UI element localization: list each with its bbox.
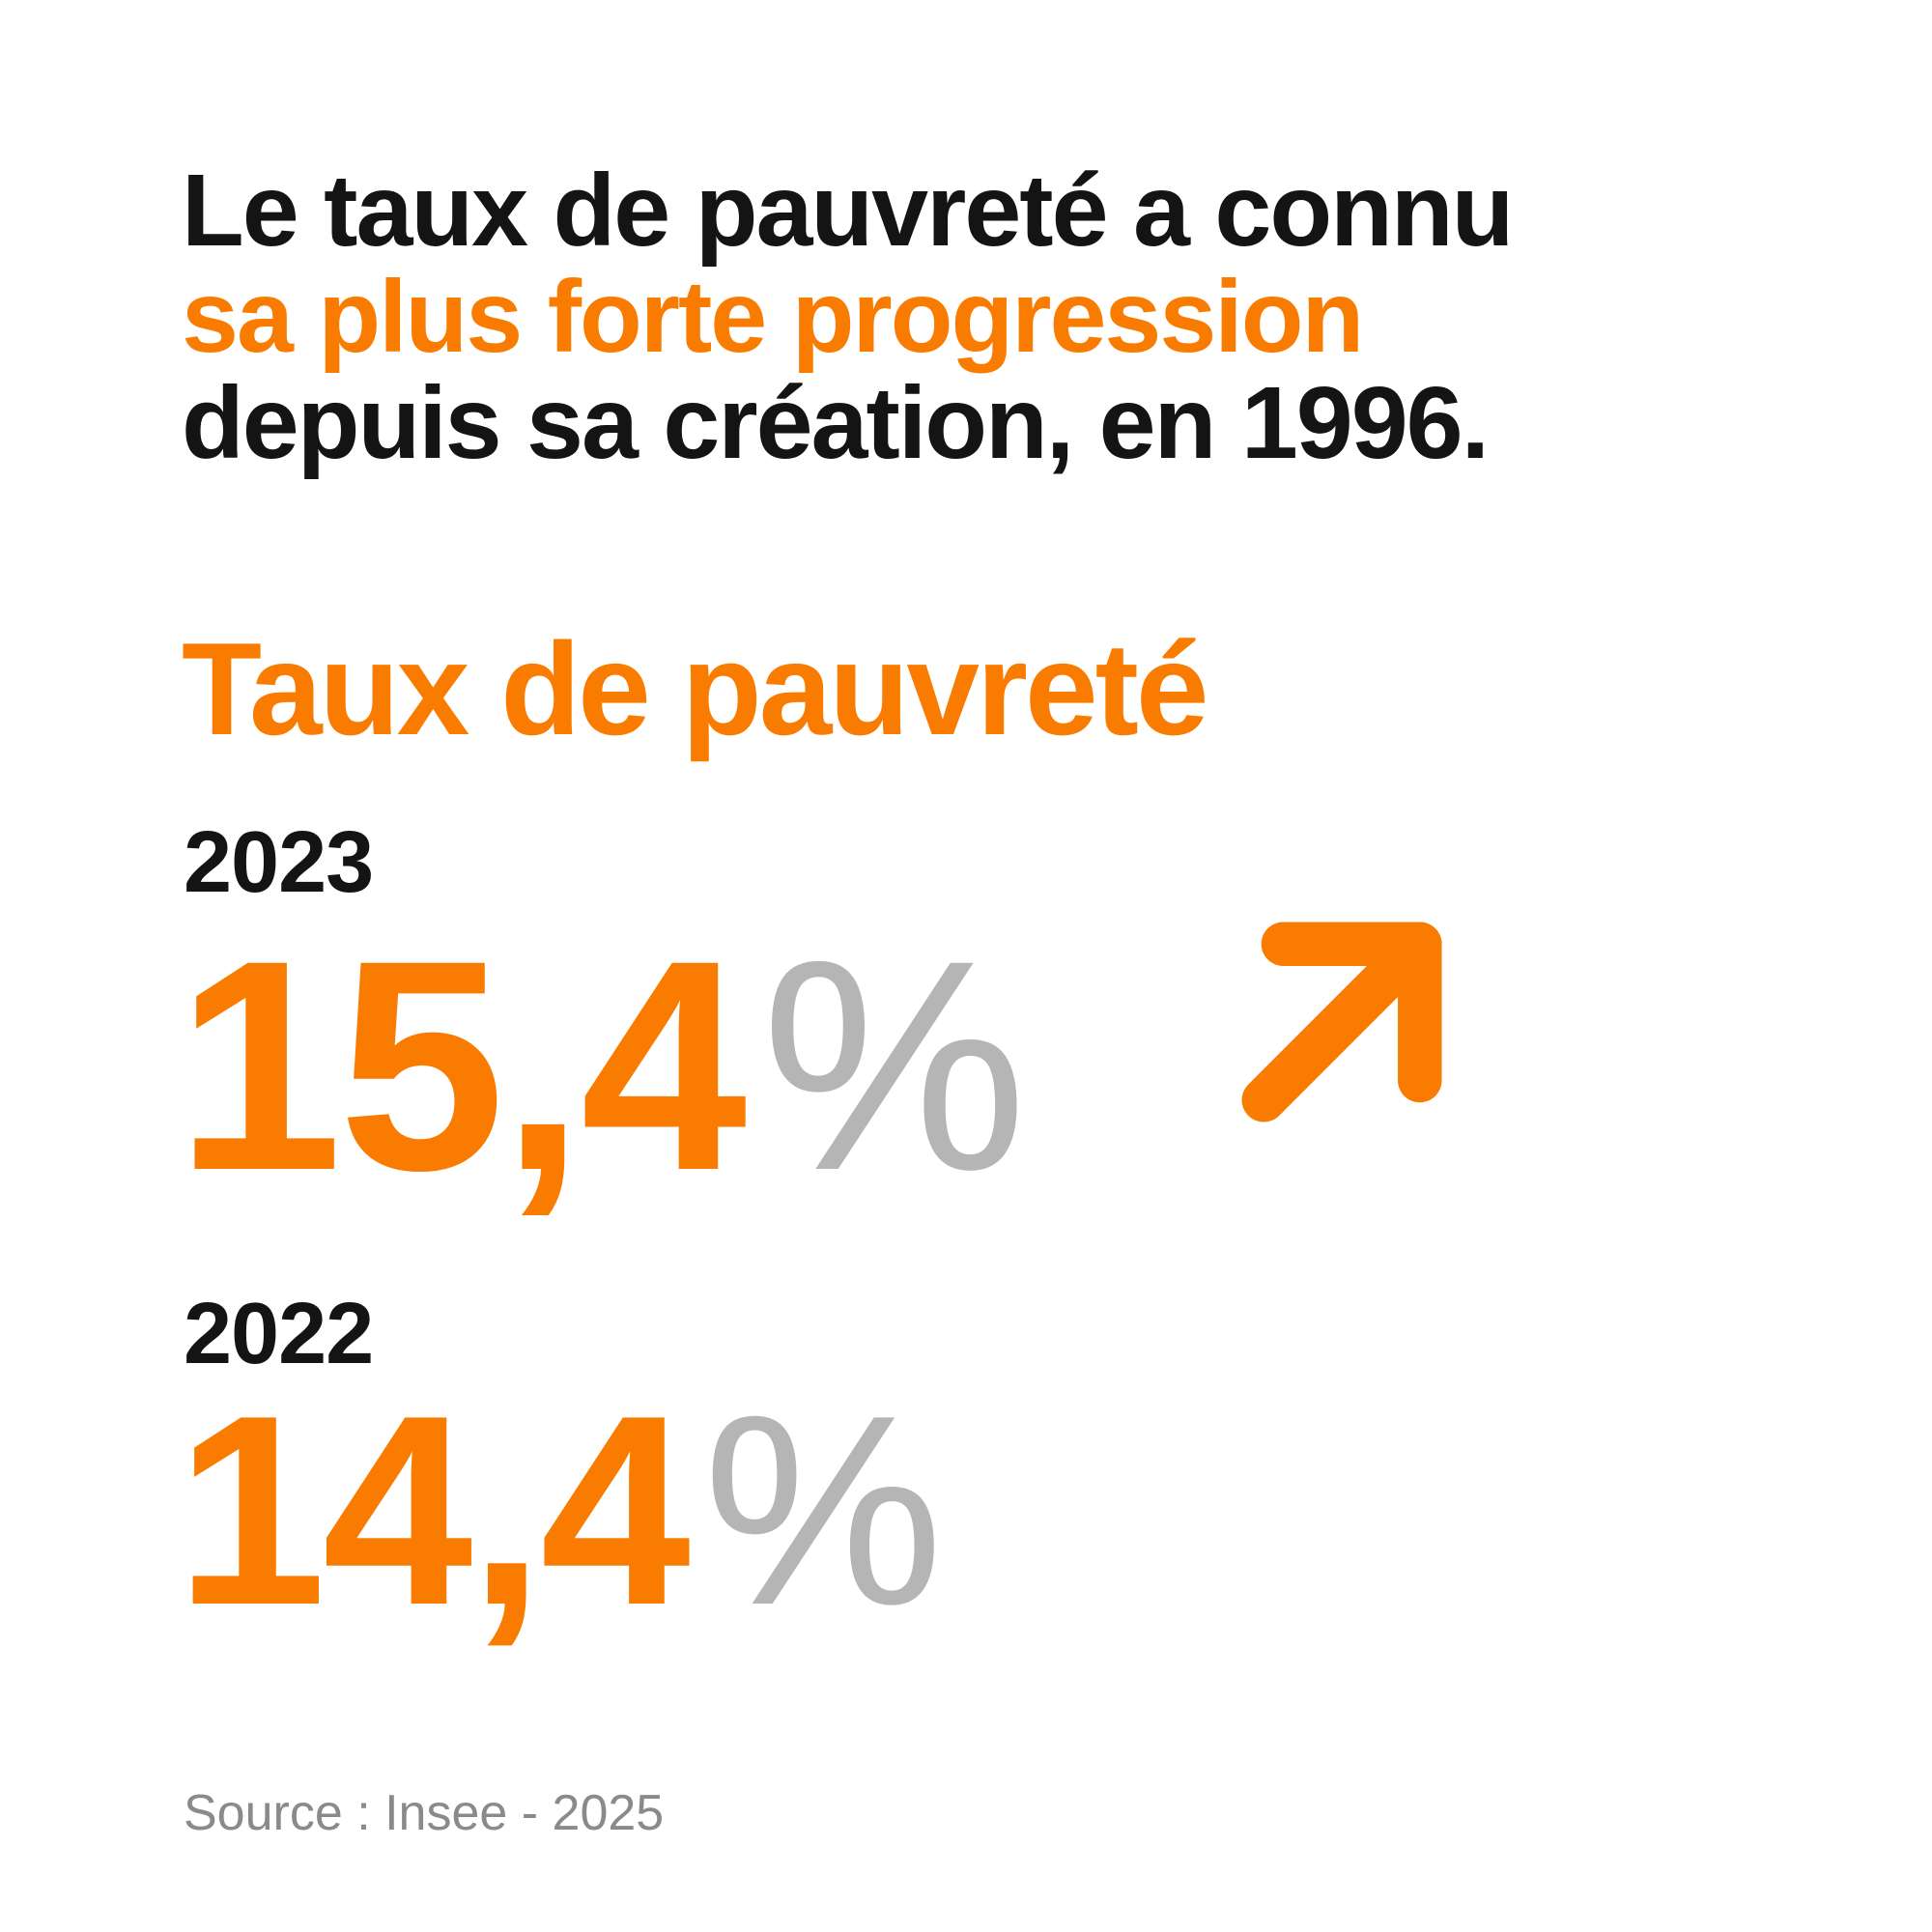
headline-line-2-highlight: sa plus forte progression xyxy=(182,260,1364,374)
poverty-rate-value-2022: 14,4 xyxy=(176,1360,691,1662)
headline-line-1: Le taux de pauvreté a connu xyxy=(182,154,1514,268)
percent-sign-2022: % xyxy=(702,1360,944,1662)
value-row-2022: 14,4% xyxy=(176,1376,944,1646)
trend-up-arrow-icon xyxy=(1241,922,1442,1122)
headline-line-3: depuis sa création, en 1996. xyxy=(182,366,1490,480)
value-row-2023: 15,4% xyxy=(176,916,1028,1215)
chart-title: Taux de pauvreté xyxy=(182,615,1209,762)
percent-sign-2023: % xyxy=(760,897,1028,1233)
year-label-2022: 2022 xyxy=(184,1286,374,1382)
headline: Le taux de pauvreté a connu sa plus fort… xyxy=(182,154,1514,480)
source-note: Source : Insee - 2025 xyxy=(184,1785,665,1841)
poverty-rate-value-2023: 15,4 xyxy=(176,897,747,1233)
year-label-2023: 2023 xyxy=(184,814,374,911)
